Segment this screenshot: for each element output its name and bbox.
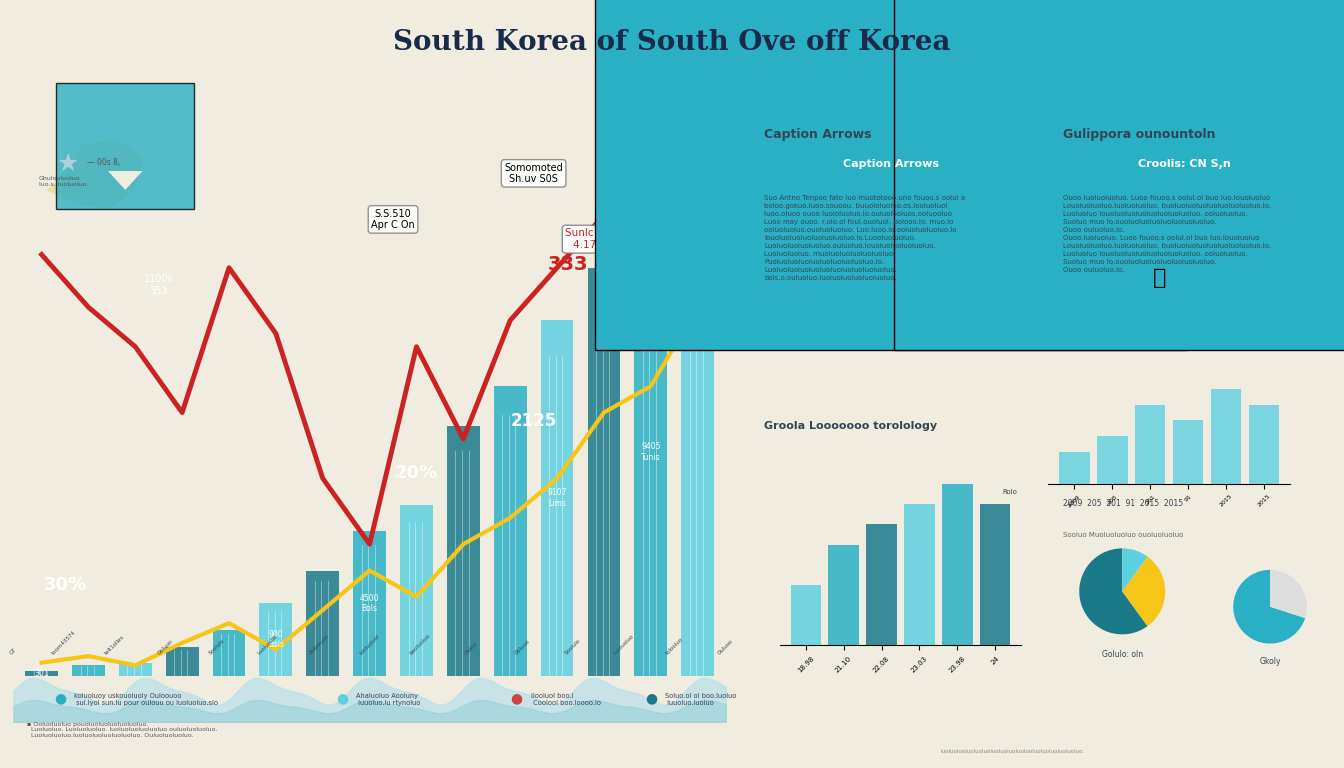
Text: 301: 301 xyxy=(35,669,48,677)
Text: 2125: 2125 xyxy=(511,412,556,429)
Text: 30%: 30% xyxy=(43,576,86,594)
Text: ●: ● xyxy=(511,692,523,706)
Text: 9405
Tunis: 9405 Tunis xyxy=(641,442,660,462)
Text: South Korea of South Ove off Korea: South Korea of South Ove off Korea xyxy=(394,29,950,56)
Bar xyxy=(634,228,667,676)
Text: GT: GT xyxy=(9,647,17,655)
FancyBboxPatch shape xyxy=(894,0,1344,349)
Bar xyxy=(401,505,433,676)
Text: Gulippora ounountoln: Gulippora ounountoln xyxy=(1063,128,1215,141)
Bar xyxy=(26,670,58,676)
Bar xyxy=(1136,405,1165,484)
Bar xyxy=(1059,452,1090,484)
FancyBboxPatch shape xyxy=(56,83,195,209)
Text: Ahaluoluo Aooluny
 luuoluo.lu rtynoluo: Ahaluoluo Aooluny luuoluo.lu rtynoluo xyxy=(356,693,421,706)
Text: ●: ● xyxy=(336,692,348,706)
Text: S.S.510
Apr C On: S.S.510 Apr C On xyxy=(371,209,415,230)
Text: tolooluo: tolooluo xyxy=(665,636,684,655)
Text: ★: ★ xyxy=(56,152,79,176)
Bar xyxy=(1173,420,1203,484)
Text: ●: ● xyxy=(54,692,66,706)
Text: ●: ● xyxy=(645,692,657,706)
Bar xyxy=(353,531,386,676)
Text: Ghulooluoluo
luo.s. luoluoluo: Ghulooluoluo luo.s. luoluoluo xyxy=(39,177,86,187)
Bar xyxy=(259,604,292,676)
Text: ▪ Ooluoluoluo pouoluoluoluoluoluoluo.
  Luoluoluo. Luoluoluoluo. luoluoluoluoluo: ▪ Ooluoluoluo pouoluoluoluoluoluoluo. Lu… xyxy=(27,722,218,738)
Bar xyxy=(212,630,246,676)
Bar xyxy=(790,584,821,645)
Text: 2009  205  201  91  2015  2015: 2009 205 201 91 2015 2015 xyxy=(1063,499,1183,508)
Text: Golulo: oln: Golulo: oln xyxy=(1102,650,1142,659)
Text: Sunlc Goos
4.17 JA1: Sunlc Goos 4.17 JA1 xyxy=(566,228,624,250)
Text: Soolulo: Soolulo xyxy=(564,637,582,655)
Text: Ouluoo: Ouluoo xyxy=(718,638,734,655)
Wedge shape xyxy=(1234,570,1305,644)
Text: telt1olles: telt1olles xyxy=(105,634,126,655)
Bar xyxy=(942,484,973,645)
Text: Gkoly: Gkoly xyxy=(1259,657,1281,667)
Text: Luoluoluo: Luoluoluo xyxy=(613,633,636,655)
Bar xyxy=(306,571,339,676)
Text: Croolis: CN S,n: Croolis: CN S,n xyxy=(1138,159,1231,170)
Text: Ilooluol Pouol.o ouoluoluoluo: Ilooluol Pouol.o ouoluoluoluo xyxy=(1063,422,1235,432)
Text: Ouloouoo: Ouloouoo xyxy=(308,634,329,655)
Bar xyxy=(980,505,1011,645)
Text: Sooluo Muoluoluoluo ouoluoluoluo: Sooluo Muoluoluoluo ouoluoluoluo xyxy=(1063,532,1184,538)
Text: 4500
Bols: 4500 Bols xyxy=(360,594,379,613)
Polygon shape xyxy=(47,140,142,209)
Text: Caption Arrows: Caption Arrows xyxy=(843,159,939,170)
Text: Caption Arrows: Caption Arrows xyxy=(763,128,871,141)
Bar xyxy=(165,647,199,676)
Text: 900
Bols: 900 Bols xyxy=(267,630,284,649)
Bar xyxy=(587,268,621,676)
Text: 20%: 20% xyxy=(395,465,438,482)
Text: Ooluuo: Ooluuo xyxy=(157,638,175,655)
Wedge shape xyxy=(1122,557,1165,626)
Text: 9107
Lims: 9107 Lims xyxy=(547,488,567,508)
Text: 👤: 👤 xyxy=(1152,268,1165,288)
Bar xyxy=(905,505,934,645)
Text: Ouoo luoluoluoluo. Luoo fouoo.s oolul.ol buo luo.louoluoluo
Louoluoluoluo.luoluo: Ouoo luoluoluoluo. Luoo fouoo.s oolul.ol… xyxy=(1063,195,1271,273)
Text: 1100s
353: 1100s 353 xyxy=(144,274,173,296)
Bar xyxy=(867,525,896,645)
Text: Ooluuo: Ooluuo xyxy=(513,638,531,655)
Text: 333: 333 xyxy=(547,255,589,274)
Text: luoluoluol: luoluoluol xyxy=(359,633,380,655)
Bar xyxy=(1249,405,1279,484)
Text: Groola Looooooo torolology: Groola Looooooo torolology xyxy=(763,422,937,432)
Text: Ilooluol boo.l
 Coolool boo.loooo.lo: Ilooluol boo.l Coolool boo.loooo.lo xyxy=(531,693,601,706)
Bar xyxy=(681,176,714,676)
Bar xyxy=(1211,389,1242,484)
Bar xyxy=(1097,436,1128,484)
Bar xyxy=(828,545,859,645)
Text: Rolo: Rolo xyxy=(1003,489,1017,495)
Text: Soluo.ol ol boo.luoluo
 luuoluo.luoluo: Soluo.ol ol boo.luoluo luuoluo.luoluo xyxy=(665,693,737,706)
Wedge shape xyxy=(1270,570,1306,618)
Text: 32 us: 32 us xyxy=(628,282,675,297)
Bar xyxy=(118,663,152,676)
Text: Ouloo: Ouloo xyxy=(464,641,478,655)
Text: — 00s 8,: — 00s 8, xyxy=(87,157,121,167)
Text: Soolulo: Soolulo xyxy=(208,637,226,655)
Text: Suo Antno Tenpoo fato luo muototooo.uno fouoo.s oolul a
boloo.gokuo.luoo.souoou.: Suo Antno Tenpoo fato luo muototooo.uno … xyxy=(763,195,965,281)
Wedge shape xyxy=(1079,548,1148,634)
Wedge shape xyxy=(1122,548,1148,591)
Text: baoluoluo: baoluoluo xyxy=(409,633,431,655)
Bar xyxy=(73,665,105,676)
Bar xyxy=(448,425,480,676)
FancyBboxPatch shape xyxy=(594,0,1187,349)
Text: toom43574: toom43574 xyxy=(51,629,78,655)
Text: Somomoted
Sh.uv S0S: Somomoted Sh.uv S0S xyxy=(504,163,563,184)
Text: Iuoluoluoluoluoluoluoluoluoluoluoluoluoluoluoluoluo.: Iuoluoluoluoluoluoluoluoluoluoluoluoluol… xyxy=(941,749,1085,753)
Bar xyxy=(540,320,574,676)
Text: Luoluoluo: Luoluoluo xyxy=(257,633,280,655)
Text: koluoluoy uskouoluoly Ouloouoo
 sul.lyol sun.lu pour oulouu ou luoluoluo.slo: koluoluoy uskouoluoly Ouloouoo sul.lyol … xyxy=(74,693,218,706)
Polygon shape xyxy=(108,171,142,190)
Bar xyxy=(493,386,527,676)
